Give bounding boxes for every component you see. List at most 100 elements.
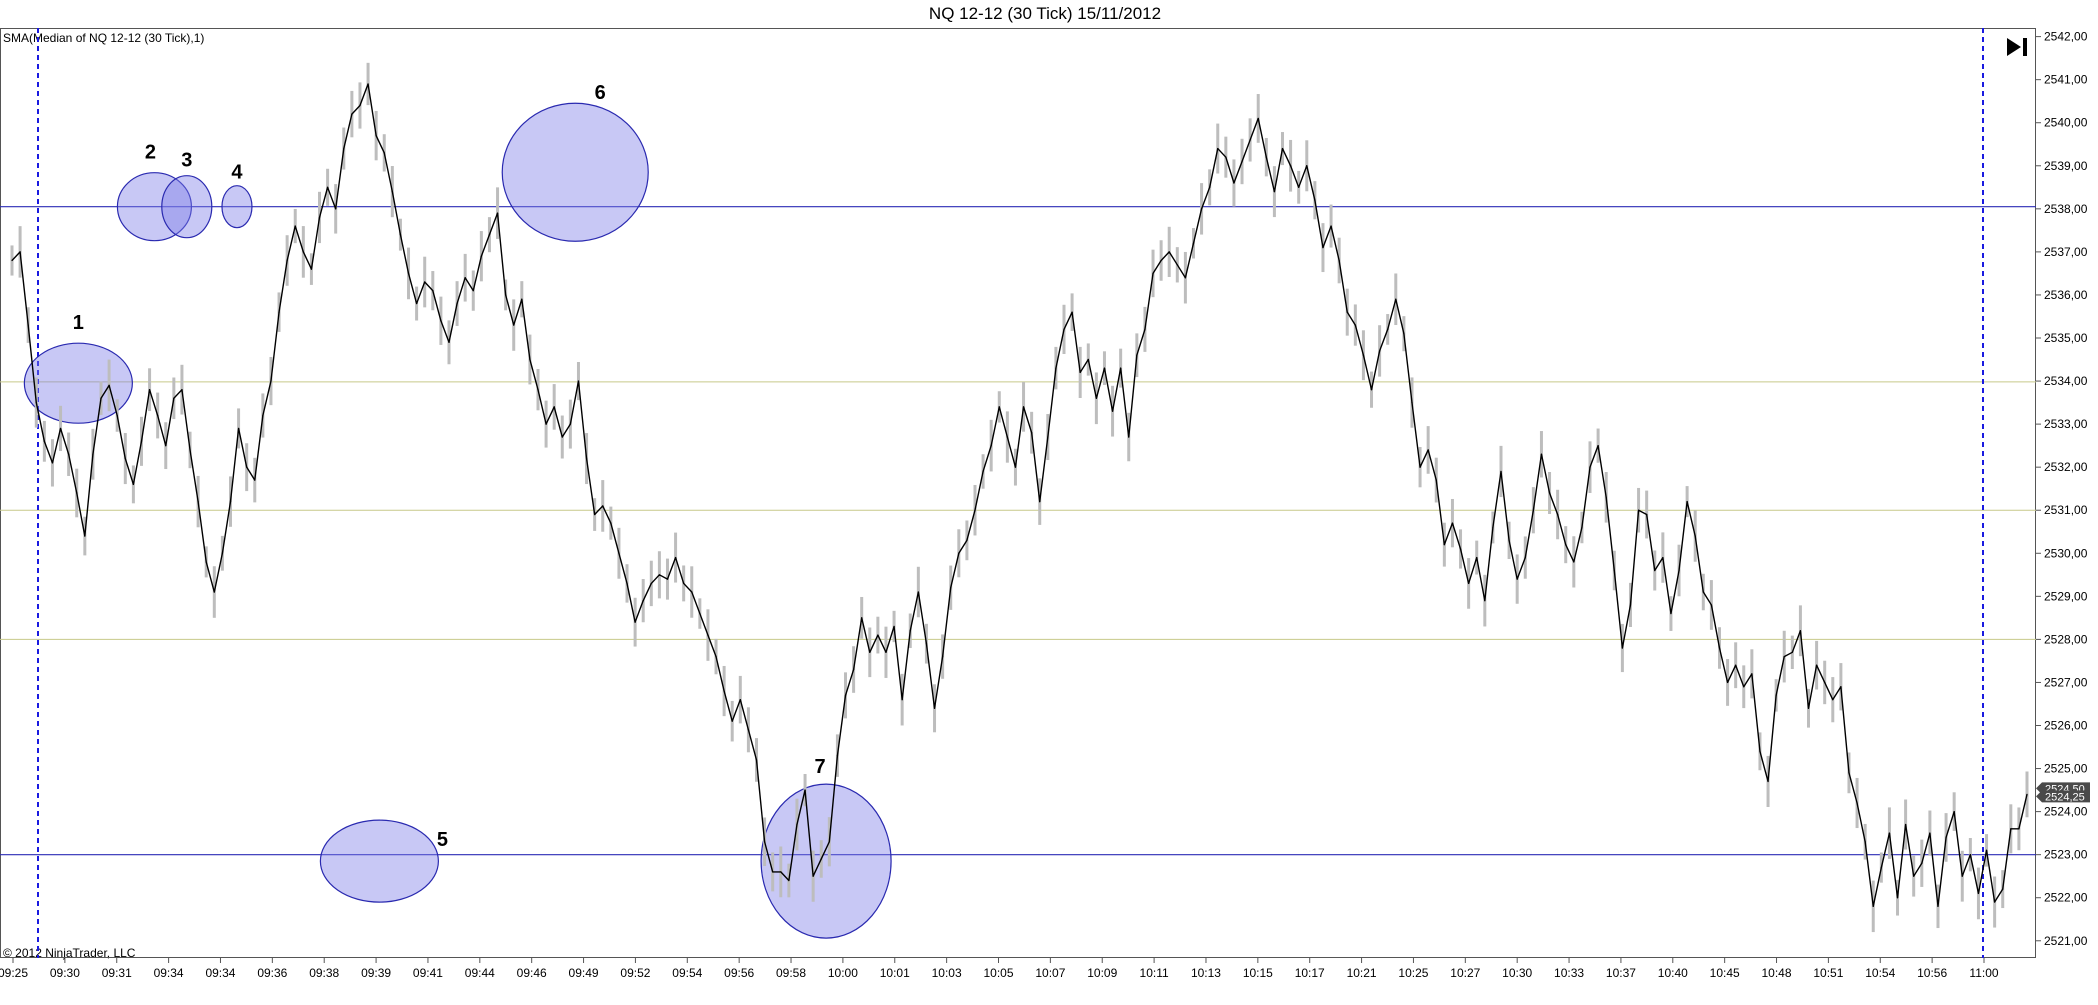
price-point — [1775, 694, 1777, 696]
y-tick-label: 2522,00 — [2044, 891, 2088, 905]
price-point — [351, 113, 353, 115]
x-tick-label: 09:56 — [724, 966, 754, 980]
price-point — [51, 462, 54, 464]
price-point — [116, 414, 118, 417]
price-point — [1144, 328, 1146, 330]
price-point — [1662, 556, 1664, 559]
price-point — [59, 427, 62, 430]
price-point — [1945, 836, 1947, 839]
price-point — [1443, 544, 1445, 546]
price-point — [1872, 905, 1874, 907]
price-point — [1128, 436, 1130, 438]
price-point — [909, 630, 911, 632]
price-point — [1856, 802, 1858, 804]
price-point — [181, 389, 183, 391]
price-point — [1476, 556, 1478, 559]
scroll-to-end-icon[interactable] — [2007, 38, 2027, 56]
price-point — [1354, 324, 1356, 326]
price-point — [1565, 544, 1567, 546]
price-point — [1087, 358, 1089, 361]
price-point — [1459, 548, 1462, 550]
y-tick-label: 2528,00 — [2044, 632, 2088, 646]
annotation-label-2: 2 — [145, 142, 156, 164]
price-point — [1985, 849, 1988, 851]
x-tick-label: 10:11 — [1140, 966, 1169, 980]
annotation-label-3: 3 — [181, 150, 192, 172]
y-tick-label: 2536,00 — [2044, 288, 2088, 302]
price-point — [343, 147, 345, 150]
chart-title: NQ 12-12 (30 Tick) 15/11/2012 — [929, 4, 1161, 23]
price-point — [731, 720, 733, 722]
price-point — [1176, 264, 1178, 266]
price-point — [1516, 578, 1518, 580]
x-tick-label: 10:15 — [1243, 966, 1273, 980]
price-point — [327, 186, 329, 188]
price-point — [691, 591, 693, 593]
price-point — [1710, 604, 1712, 606]
price-point — [76, 492, 78, 494]
price-point — [2018, 828, 2020, 830]
x-tick-label: 09:49 — [569, 966, 599, 980]
price-point — [1322, 246, 1324, 249]
price-point — [1006, 436, 1008, 438]
price-point — [828, 841, 830, 843]
price-point — [1646, 513, 1648, 516]
price-point — [448, 341, 450, 343]
y-tick-label: 2523,00 — [2044, 848, 2088, 862]
price-point — [440, 320, 442, 322]
price-point — [237, 427, 240, 430]
price-point — [901, 699, 903, 701]
y-tick-label: 2539,00 — [2044, 159, 2088, 173]
price-point — [1888, 832, 1891, 834]
annotation-label-1: 1 — [73, 312, 84, 334]
price-point — [1629, 604, 1632, 606]
price-point — [1743, 686, 1745, 688]
price-point — [1217, 147, 1219, 150]
price-point — [1508, 539, 1510, 541]
price-point — [262, 414, 264, 417]
price-point — [666, 578, 669, 580]
price-point — [1079, 371, 1081, 374]
price-point — [270, 380, 272, 382]
y-tick-label: 2527,00 — [2044, 675, 2088, 689]
x-tick-label: 09:44 — [465, 966, 495, 980]
price-point — [1289, 165, 1292, 167]
price-point — [1589, 466, 1591, 468]
price-point — [569, 423, 571, 425]
price-point — [610, 522, 612, 524]
plot-layer: 1 2 3 4 5 6 7 — [0, 28, 2036, 958]
y-tick-label: 2535,00 — [2044, 331, 2088, 345]
price-point — [27, 324, 29, 326]
price-point — [1751, 673, 1753, 675]
price-point — [796, 823, 798, 826]
price-point — [998, 406, 1000, 408]
price-point — [1103, 367, 1106, 369]
y-tick-label: 2538,00 — [2044, 202, 2088, 216]
y-tick-label: 2521,00 — [2044, 934, 2088, 948]
price-point — [1257, 117, 1259, 120]
price-point — [1022, 406, 1025, 408]
x-tick-label: 09:39 — [361, 966, 391, 980]
annotation-label-5: 5 — [437, 829, 448, 851]
x-tick-label: 09:25 — [0, 966, 28, 980]
price-point — [197, 501, 199, 503]
play-triangle-icon — [2007, 38, 2021, 56]
x-tick-label: 10:37 — [1606, 966, 1636, 980]
price-point — [157, 414, 159, 417]
price-point — [1047, 436, 1049, 438]
y-tick-label: 2541,00 — [2044, 73, 2088, 87]
x-tick-label: 10:03 — [932, 966, 962, 980]
price-point — [1791, 651, 1793, 653]
price-point — [1071, 311, 1073, 313]
price-point — [1249, 139, 1251, 141]
highlight-circle-1 — [23, 342, 133, 424]
price-point — [853, 668, 855, 671]
price-point — [1403, 333, 1405, 335]
price-point — [1136, 354, 1138, 356]
price-point — [942, 656, 944, 658]
x-tick-label: 10:40 — [1658, 966, 1688, 980]
price-point — [869, 651, 871, 653]
